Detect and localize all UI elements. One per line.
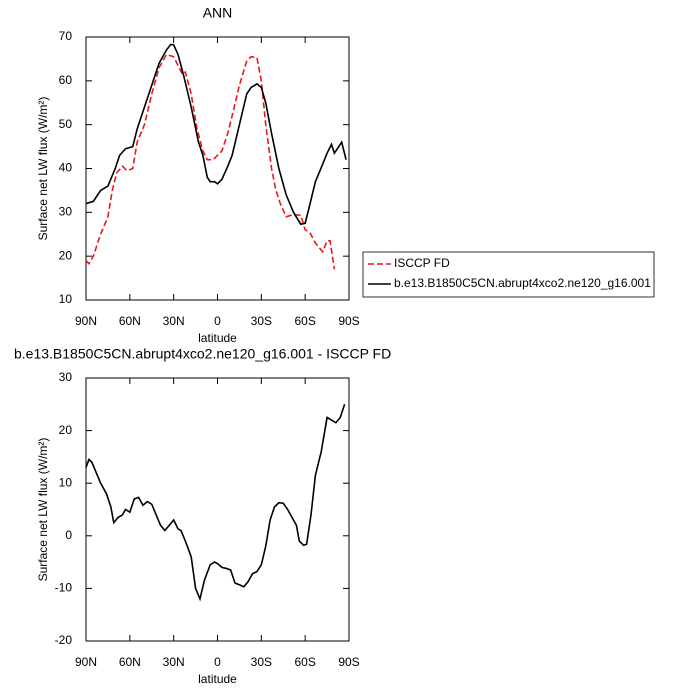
x-tick-label: 30N [163,655,185,669]
legend-label: b.e13.B1850C5CN.abrupt4xco2.ne120_g16.00… [394,276,651,290]
y-tick-label: 50 [59,117,73,131]
data-line [85,53,336,270]
x-tick-label: 30S [251,314,272,328]
x-axis-label: latitude [198,672,237,686]
y-tick-label: 10 [59,475,73,489]
data-line [85,43,347,226]
x-tick-label: 90N [75,655,97,669]
y-tick-label: -10 [55,581,73,595]
y-axis-label: Surface net LW flux (W/m²) [36,97,50,241]
x-tick-label: 0 [214,655,221,669]
y-tick-label: 70 [59,29,73,43]
y-axis-label: Surface net LW flux (W/m²) [36,438,50,582]
chart-title: b.e13.B1850C5CN.abrupt4xco2.ne120_g16.00… [14,346,391,362]
data-line [85,404,346,602]
y-tick-label: 30 [59,205,73,219]
x-tick-label: 90N [75,314,97,328]
y-tick-label: 60 [59,73,73,87]
x-tick-label: 60S [294,655,315,669]
x-tick-label: 60N [119,314,141,328]
y-tick-label: -20 [55,633,73,647]
legend-label: ISCCP FD [394,256,450,270]
x-tick-label: 30S [251,655,272,669]
x-tick-label: 30N [163,314,185,328]
x-tick-label: 0 [214,314,221,328]
x-tick-label: 90S [338,655,359,669]
x-axis-label: latitude [198,331,237,345]
y-tick-label: 0 [65,528,72,542]
x-tick-label: 90S [338,314,359,328]
x-tick-label: 60N [119,655,141,669]
y-tick-label: 20 [59,248,73,262]
x-tick-label: 60S [294,314,315,328]
y-tick-label: 10 [59,292,73,306]
y-tick-label: 30 [59,370,73,384]
chart-title: ANN [203,5,233,21]
y-tick-label: 40 [59,161,73,175]
legend-box [362,251,655,298]
y-tick-label: 20 [59,423,73,437]
